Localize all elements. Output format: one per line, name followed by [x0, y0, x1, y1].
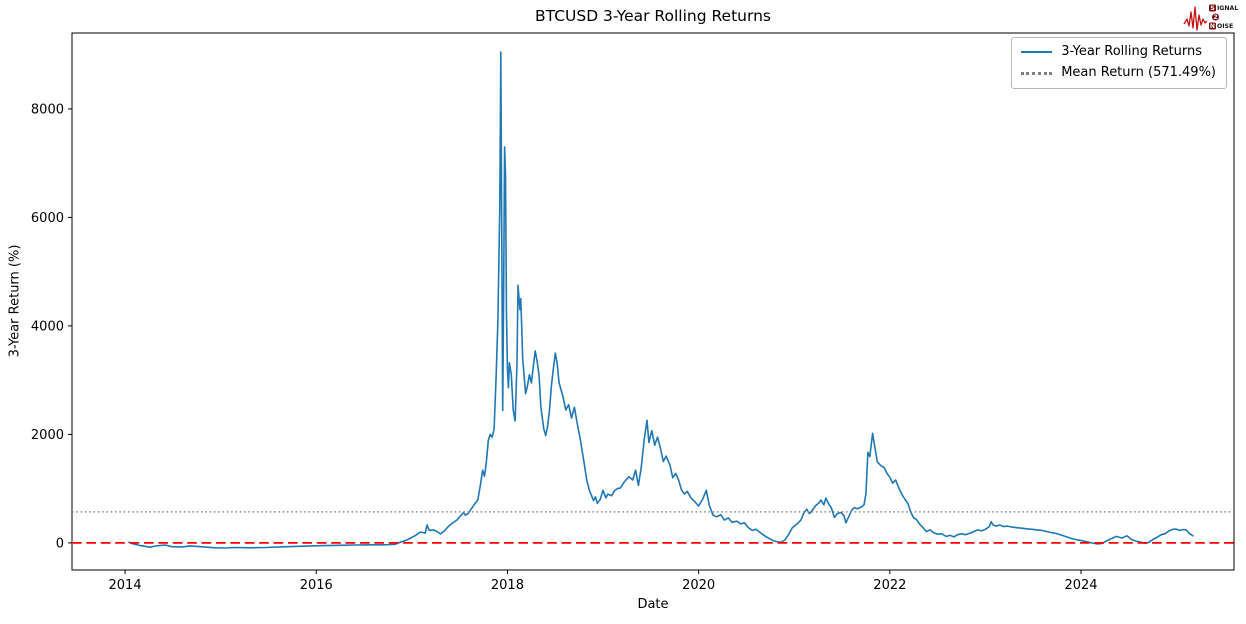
legend-label: 3-Year Rolling Returns	[1061, 44, 1203, 59]
y-tick-label: 6000	[31, 211, 64, 226]
axes-frame	[71, 32, 1235, 571]
x-tick-label: 2016	[300, 578, 333, 593]
y-tick-label: 8000	[31, 102, 64, 117]
ecg-waveform-icon	[1183, 6, 1208, 31]
legend: 3-Year Rolling Returns Mean Return (571.…	[1011, 37, 1227, 89]
rolling-returns-line-swatch	[1021, 51, 1053, 54]
svg-text:N: N	[1210, 23, 1215, 30]
x-tick-label: 2020	[682, 578, 715, 593]
legend-label: Mean Return (571.49%)	[1061, 65, 1216, 81]
legend-entry-rolling-returns: 3-Year Rolling Returns	[1021, 44, 1216, 59]
x-tick-label: 2024	[1064, 578, 1097, 593]
y-tick-label: 0	[56, 536, 64, 551]
svg-text:IGNAL: IGNAL	[1217, 5, 1238, 12]
signal-2-noise-logo: S IGNAL 2 N OISE	[1183, 4, 1238, 31]
y-tick-label: 2000	[31, 428, 64, 443]
chart-title: BTCUSD 3-Year Rolling Returns	[535, 7, 771, 25]
logo-text: S IGNAL 2 N OISE	[1209, 4, 1238, 30]
x-tick-label: 2022	[873, 578, 906, 593]
rolling-returns-line	[128, 51, 1194, 549]
svg-text:OISE: OISE	[1217, 23, 1233, 30]
y-tick-label: 4000	[31, 319, 64, 334]
legend-entry-mean-return: Mean Return (571.49%)	[1021, 65, 1216, 81]
svg-text:2: 2	[1213, 14, 1217, 21]
y-axis-label: 3-Year Return (%)	[7, 244, 23, 358]
x-tick-label: 2018	[491, 578, 524, 593]
mean-return-line-swatch	[1021, 71, 1053, 75]
x-tick-label: 2014	[109, 578, 142, 593]
svg-text:S: S	[1210, 5, 1214, 12]
x-axis-label: Date	[637, 597, 669, 612]
